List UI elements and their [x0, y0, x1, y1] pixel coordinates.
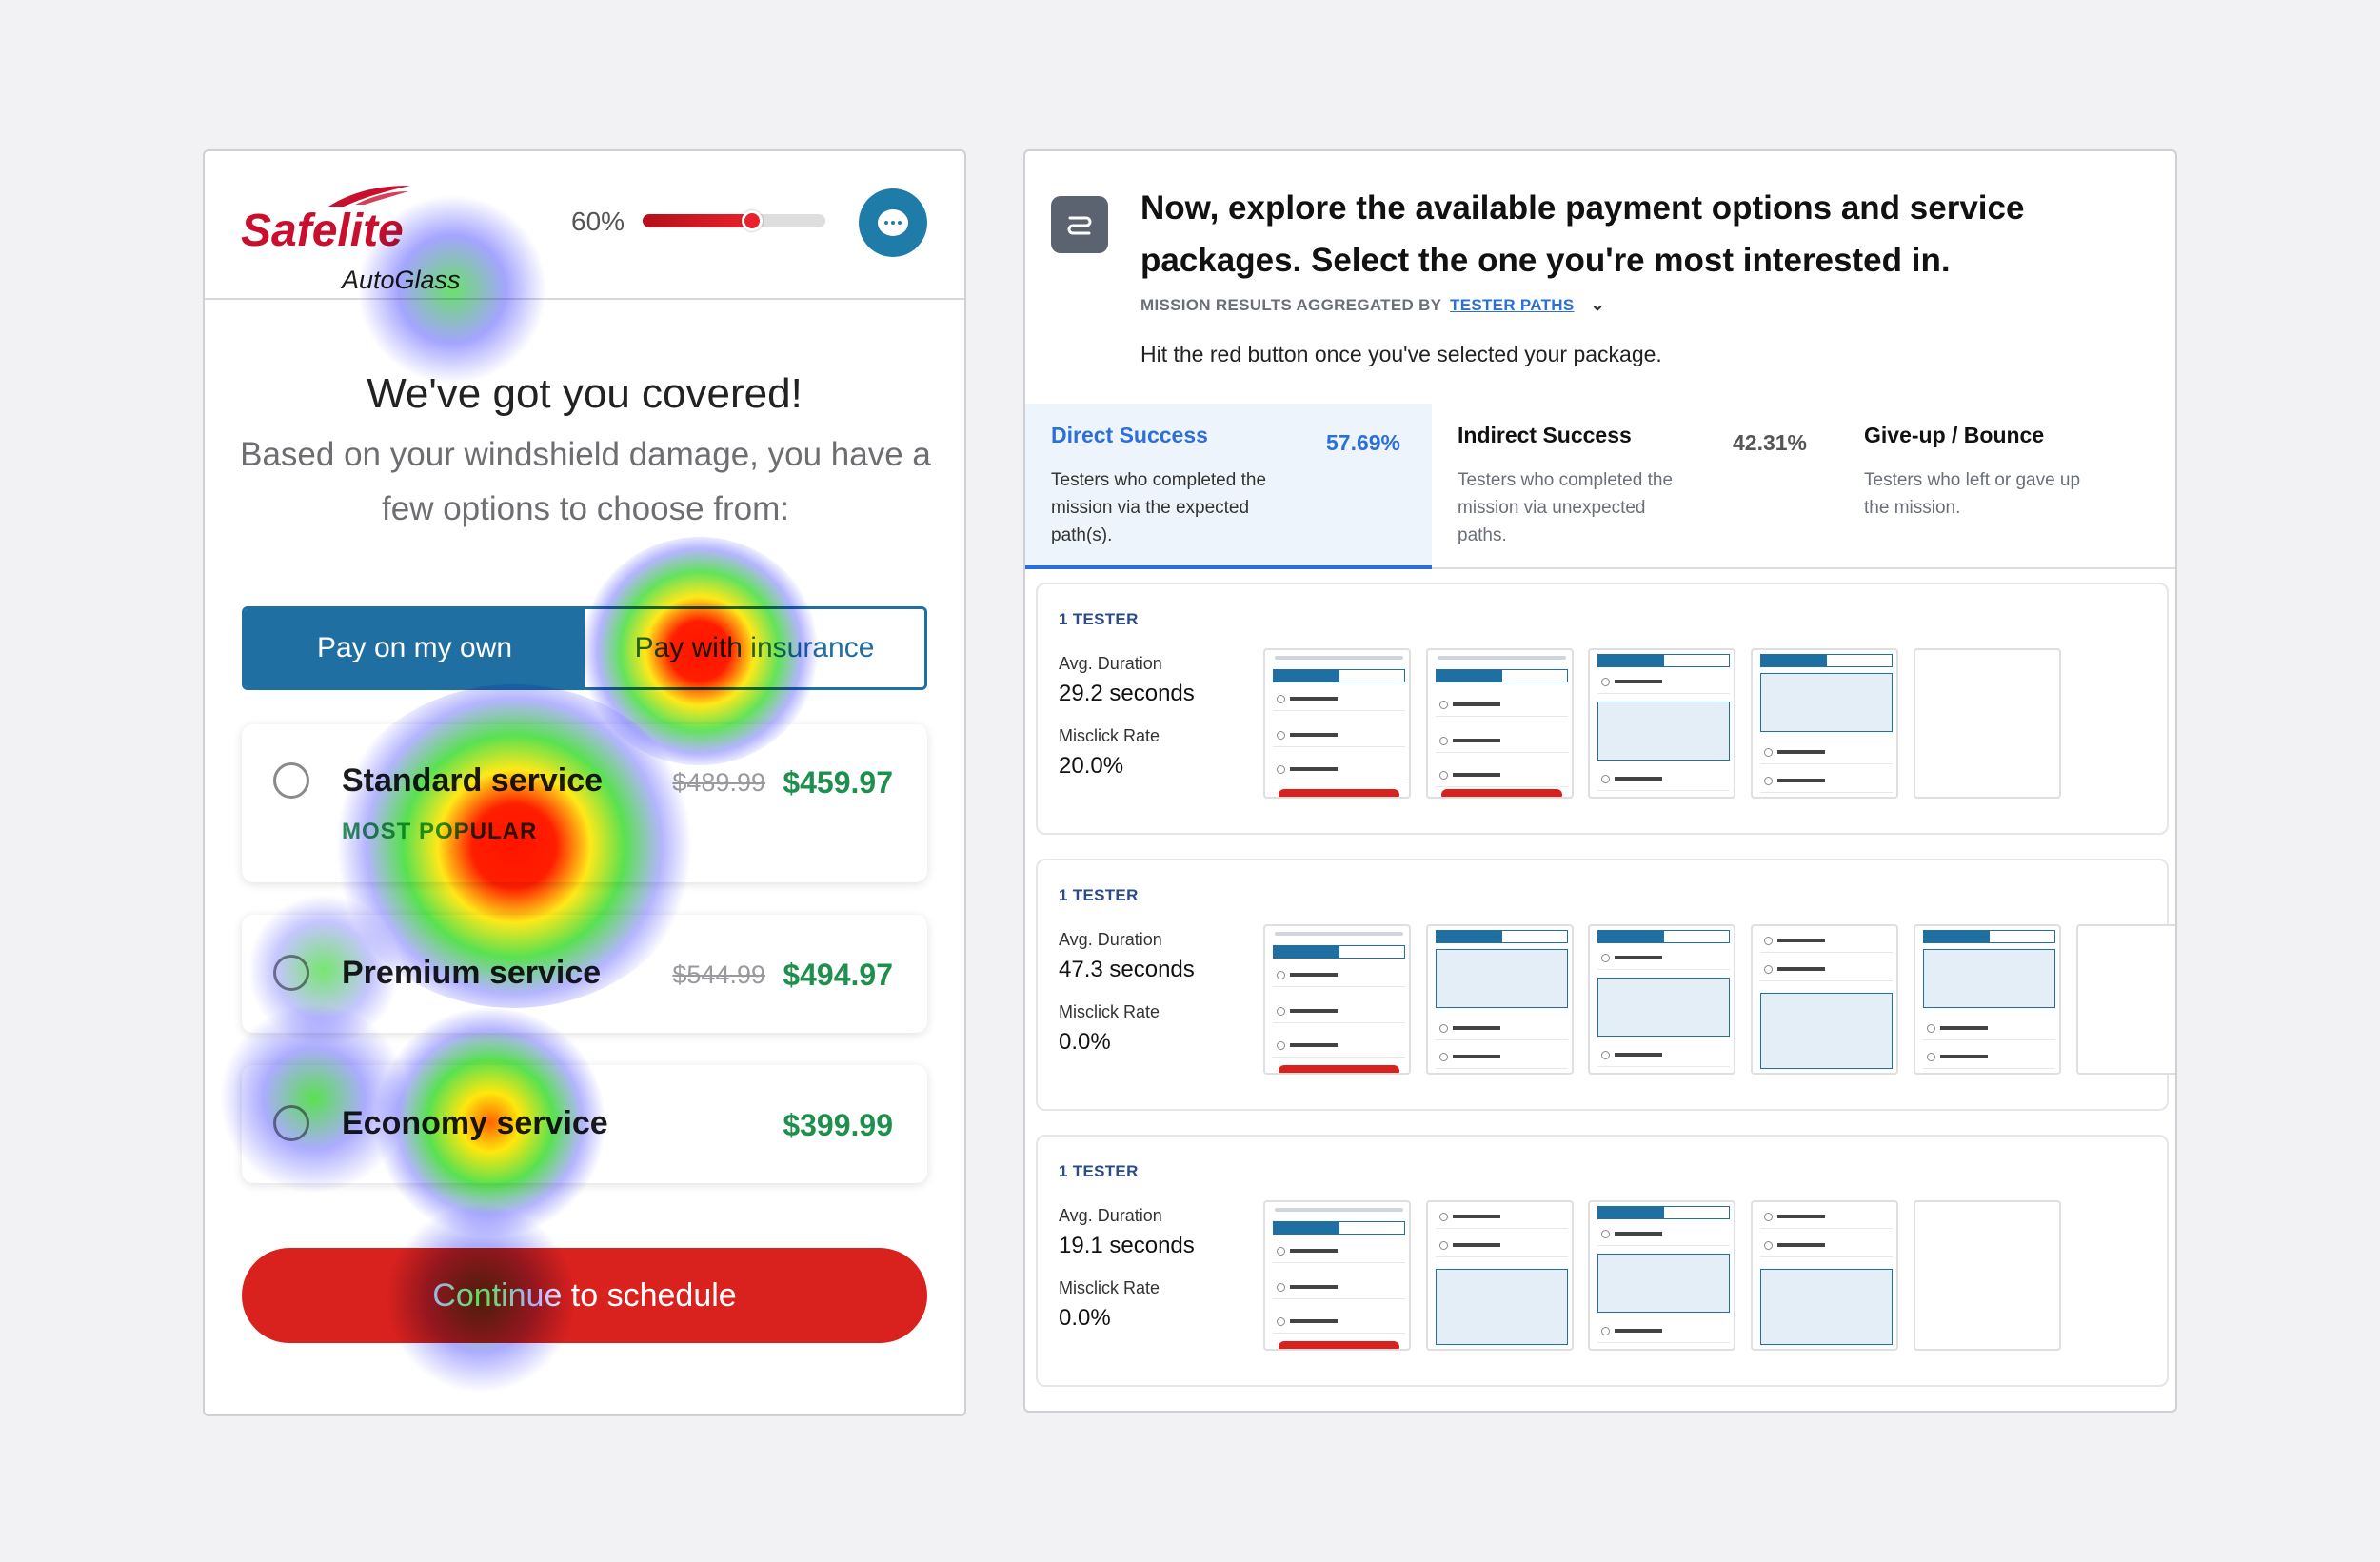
radio-button[interactable] — [273, 1105, 309, 1141]
tab-indirect-success[interactable]: Indirect Success 42.31% Testers who comp… — [1432, 404, 1838, 569]
mission-title: Now, explore the available payment optio… — [1140, 189, 2025, 279]
chevron-down-icon[interactable]: ⌄ — [1590, 295, 1605, 314]
service-price: $399.99 — [783, 1108, 893, 1142]
misclick-value: 0.0% — [1059, 1029, 1111, 1055]
page-headline: We've got you covered! — [367, 370, 803, 417]
tab-give-up-bounce[interactable]: Give-up / Bounce Testers who left or gav… — [1838, 404, 2175, 569]
tester-path-row[interactable]: 1 TESTER Avg. Duration 19.1 seconds Misc… — [1036, 1135, 2169, 1387]
screen-thumbnail[interactable] — [1588, 648, 1735, 799]
logo-brand-text: Safelite — [241, 206, 404, 256]
tester-path-row[interactable]: 1 TESTER Avg. Duration 29.2 seconds Misc… — [1036, 583, 2169, 835]
mission-description: Hit the red button once you've selected … — [1140, 342, 1662, 366]
screen-thumbnail[interactable] — [1914, 924, 2061, 1075]
screen-thumbnail[interactable] — [1263, 648, 1411, 799]
logo-sub-text: AutoGlass — [342, 266, 461, 294]
toggle-pay-with-insurance[interactable]: Pay with insurance — [585, 609, 924, 687]
misclick-value: 0.0% — [1059, 1305, 1111, 1331]
duration-value: 29.2 seconds — [1059, 681, 1195, 706]
misclick-label: Misclick Rate — [1059, 726, 1160, 745]
tab-description: Testers who completed the mission via un… — [1458, 470, 1674, 545]
service-name: Economy service — [342, 1105, 608, 1141]
screen-thumbnail[interactable] — [1751, 1200, 1898, 1351]
tester-paths-link[interactable]: TESTER PATHS — [1450, 296, 1575, 314]
service-old-price: $544.99 — [672, 960, 765, 989]
aggregation-line: MISSION RESULTS AGGREGATED BY TESTER PAT… — [1140, 295, 1605, 315]
tab-label: Give-up / Bounce — [1864, 423, 2045, 447]
tester-count: 1 TESTER — [1059, 1162, 1139, 1180]
empty-thumbnail — [1914, 648, 2061, 799]
screen-thumbnail[interactable] — [1263, 924, 1411, 1075]
empty-thumbnail — [2076, 924, 2175, 1075]
chat-button[interactable] — [859, 188, 927, 257]
app-header: Safelite AutoGlass 60% — [205, 151, 964, 300]
tester-path-row[interactable]: 1 TESTER Avg. Duration 47.3 seconds Misc… — [1036, 859, 2175, 1111]
service-option-economy[interactable]: Economy service $399.99 — [242, 1065, 927, 1183]
service-old-price: $489.99 — [672, 768, 765, 797]
service-price: $494.97 — [783, 958, 893, 992]
tab-description: Testers who left or gave up the mission. — [1864, 470, 2081, 518]
tester-count: 1 TESTER — [1059, 610, 1139, 628]
screen-thumbnail[interactable] — [1751, 924, 1898, 1075]
screen-thumbnail[interactable] — [1588, 1200, 1735, 1351]
chat-icon — [878, 209, 908, 236]
misclick-label: Misclick Rate — [1059, 1002, 1160, 1021]
screen-thumbnail[interactable] — [1426, 924, 1574, 1075]
progress-label: 60% — [571, 207, 625, 236]
service-name: Standard service — [342, 762, 604, 799]
continue-to-schedule-button[interactable]: Continue to schedule — [242, 1248, 927, 1343]
page-subline: Based on your windshield damage, you hav… — [240, 436, 931, 527]
tab-label: Indirect Success — [1458, 423, 1632, 447]
progress-bar — [643, 210, 825, 231]
most-popular-badge: MOST POPULAR — [342, 819, 538, 844]
tab-label: Direct Success — [1051, 423, 1208, 447]
safelite-logo: Safelite AutoGlass — [241, 184, 488, 294]
service-name: Premium service — [342, 955, 602, 991]
outcome-tabs: Direct Success 57.69% Testers who comple… — [1025, 404, 2175, 569]
service-option-premium[interactable]: Premium service $544.99 $494.97 — [242, 915, 927, 1033]
tab-percentage: 57.69% — [1326, 430, 1401, 455]
screen-thumbnail[interactable] — [1426, 648, 1574, 799]
tester-count: 1 TESTER — [1059, 886, 1139, 904]
service-option-standard[interactable]: Standard service MOST POPULAR $489.99 $4… — [242, 724, 927, 882]
duration-label: Avg. Duration — [1059, 930, 1162, 949]
misclick-label: Misclick Rate — [1059, 1278, 1160, 1297]
screen-thumbnail[interactable] — [1263, 1200, 1411, 1351]
screen-thumbnail[interactable] — [1426, 1200, 1574, 1351]
duration-label: Avg. Duration — [1059, 654, 1162, 673]
progress-knob — [742, 210, 764, 231]
prototype-screen: Safelite AutoGlass 60% We've got you cov… — [203, 149, 966, 1416]
duration-value: 19.1 seconds — [1059, 1233, 1195, 1258]
mission-results-panel: Now, explore the available payment optio… — [1023, 149, 2177, 1413]
screen-thumbnail[interactable] — [1588, 924, 1735, 1075]
tab-description: Testers who completed the mission via th… — [1051, 470, 1267, 545]
progress-fill — [643, 214, 753, 227]
radio-button[interactable] — [273, 955, 309, 991]
payment-toggle[interactable]: Pay on my own Pay with insurance — [242, 606, 927, 690]
radio-button[interactable] — [273, 762, 309, 799]
duration-value: 47.3 seconds — [1059, 957, 1195, 982]
service-price: $459.97 — [783, 765, 893, 800]
path-icon — [1051, 196, 1108, 253]
screen-thumbnail[interactable] — [1751, 648, 1898, 799]
empty-thumbnail — [1914, 1200, 2061, 1351]
tab-percentage: 42.31% — [1733, 430, 1808, 455]
tab-direct-success[interactable]: Direct Success 57.69% Testers who comple… — [1025, 404, 1432, 569]
misclick-value: 20.0% — [1059, 753, 1124, 779]
toggle-pay-on-my-own[interactable]: Pay on my own — [245, 609, 585, 687]
aggregation-prefix: MISSION RESULTS AGGREGATED BY — [1140, 296, 1441, 314]
duration-label: Avg. Duration — [1059, 1206, 1162, 1225]
